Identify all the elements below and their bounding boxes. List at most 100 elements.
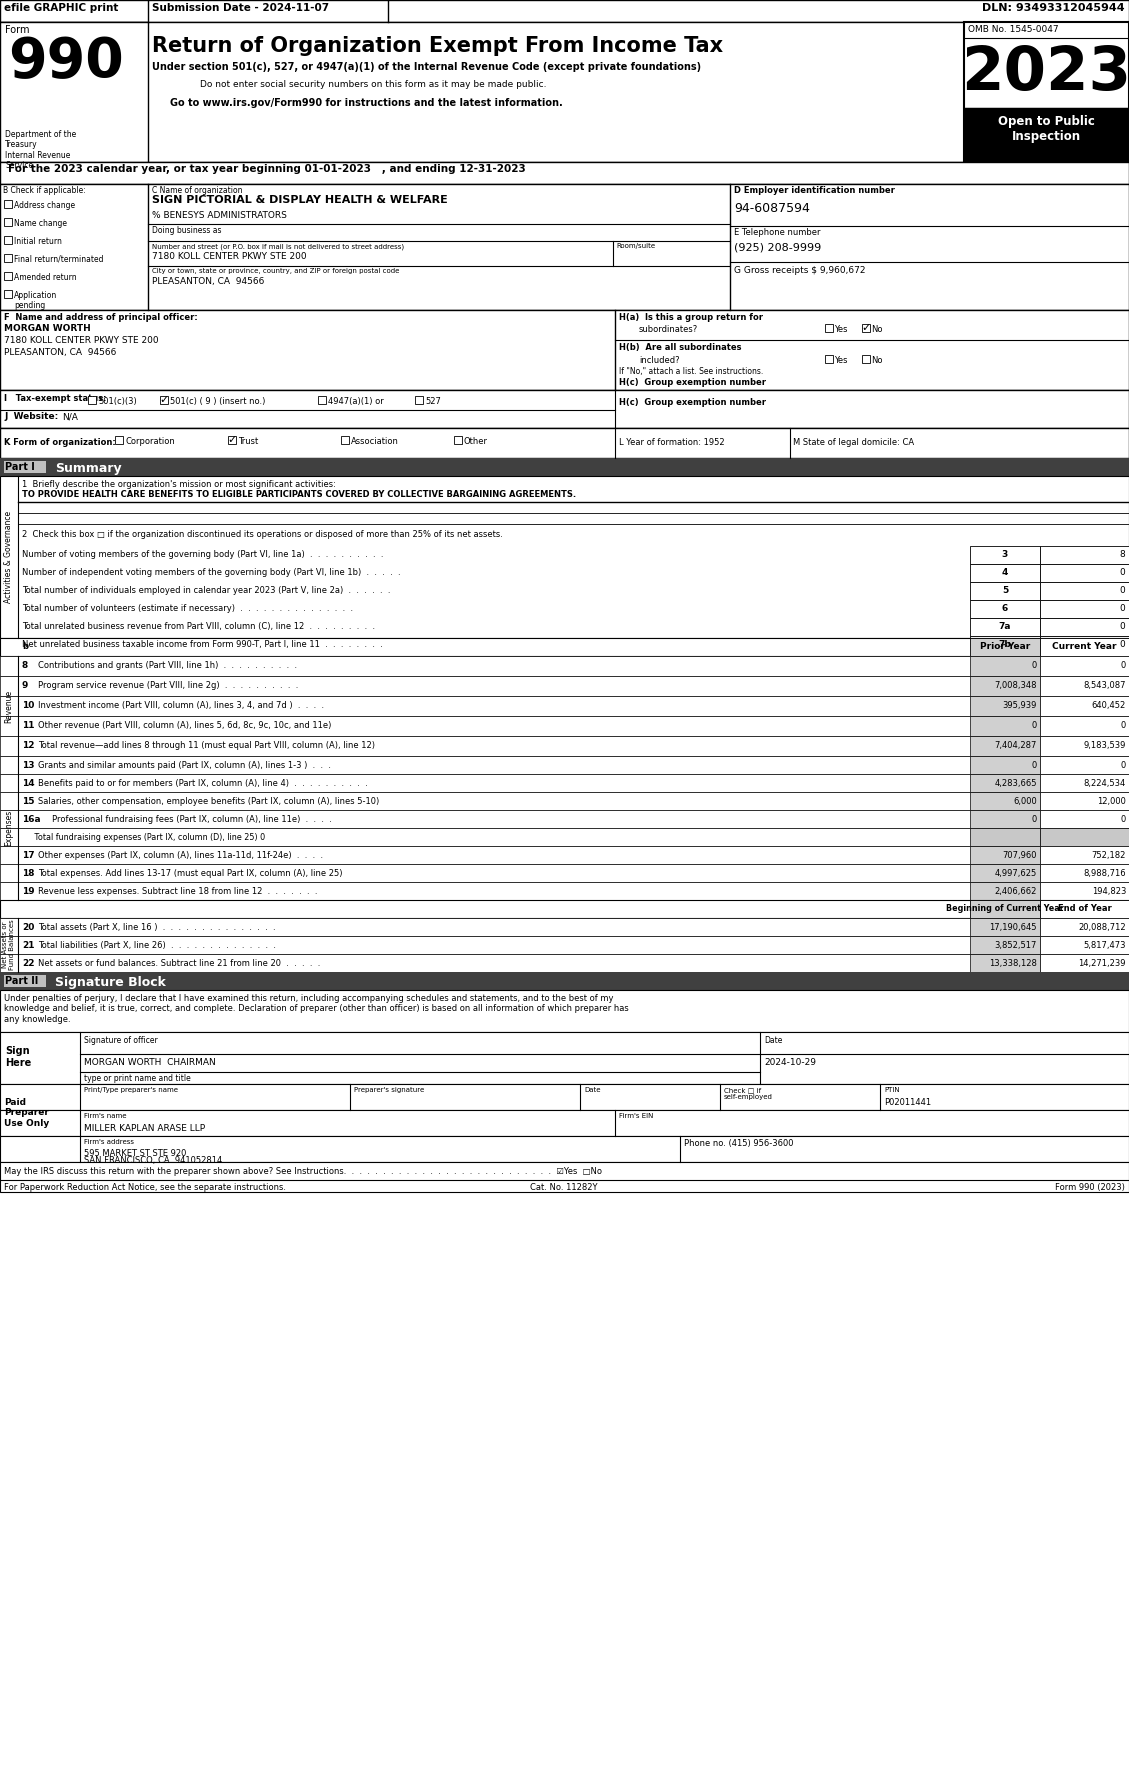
Text: Program service revenue (Part VIII, line 2g)  .  .  .  .  .  .  .  .  .  .: Program service revenue (Part VIII, line…	[38, 682, 298, 691]
Text: Number and street (or P.O. box if mail is not delivered to street address): Number and street (or P.O. box if mail i…	[152, 244, 404, 249]
Bar	[1040, 636, 1129, 653]
Text: G Gross receipts $ 9,960,672: G Gross receipts $ 9,960,672	[734, 267, 866, 275]
Text: 0: 0	[1121, 721, 1126, 729]
Text: PLEASANTON, CA  94566: PLEASANTON, CA 94566	[5, 348, 116, 357]
Text: 9: 9	[21, 682, 28, 691]
Text: subordinates?: subordinates?	[639, 325, 698, 334]
Bar	[970, 583, 1040, 600]
Text: Revenue less expenses. Subtract line 18 from line 12  .  .  .  .  .  .  .: Revenue less expenses. Subtract line 18 …	[38, 887, 317, 895]
Bar	[970, 864, 1040, 881]
Bar	[415, 396, 423, 404]
Text: 6,000: 6,000	[1013, 796, 1038, 805]
Text: Preparer's signature: Preparer's signature	[355, 1088, 425, 1093]
Bar	[1040, 600, 1129, 618]
Text: 501(c)(3): 501(c)(3)	[98, 397, 137, 406]
Text: 0: 0	[1121, 761, 1126, 770]
Text: MILLER KAPLAN ARASE LLP: MILLER KAPLAN ARASE LLP	[84, 1123, 205, 1134]
Text: 7180 KOLL CENTER PKWY STE 200: 7180 KOLL CENTER PKWY STE 200	[152, 253, 307, 261]
Text: Firm's EIN: Firm's EIN	[619, 1113, 654, 1120]
Bar	[1040, 546, 1129, 563]
Text: Association: Association	[351, 436, 399, 447]
Text: 752,182: 752,182	[1092, 851, 1126, 860]
Text: 17,190,645: 17,190,645	[989, 924, 1038, 932]
Text: ✓: ✓	[861, 323, 870, 334]
Text: Part I: Part I	[5, 463, 35, 472]
Bar	[0, 828, 1129, 846]
Bar	[88, 396, 96, 404]
Text: H(a)  Is this a group return for: H(a) Is this a group return for	[619, 313, 763, 321]
Text: 6: 6	[1001, 604, 1008, 613]
Text: Total liabilities (Part X, line 26)  .  .  .  .  .  .  .  .  .  .  .  .  .  .: Total liabilities (Part X, line 26) . . …	[38, 941, 275, 950]
Text: For the 2023 calendar year, or tax year beginning 01-01-2023   , and ending 12-3: For the 2023 calendar year, or tax year …	[8, 164, 526, 175]
Bar	[0, 427, 1129, 457]
Text: 17: 17	[21, 851, 35, 860]
Text: Beginning of Current Year: Beginning of Current Year	[946, 904, 1064, 913]
Text: 990: 990	[8, 35, 124, 88]
Bar	[970, 676, 1040, 696]
Bar	[0, 811, 1129, 828]
Text: 194,823: 194,823	[1092, 887, 1126, 895]
Text: Department of the
Treasury
Internal Revenue
Service: Department of the Treasury Internal Reve…	[5, 131, 77, 170]
Text: 0: 0	[1119, 622, 1124, 630]
Text: End of Year: End of Year	[1058, 904, 1111, 913]
Text: Summary: Summary	[55, 463, 122, 475]
Text: No: No	[870, 357, 883, 366]
Text: 7,404,287: 7,404,287	[995, 742, 1038, 751]
Bar	[0, 715, 1129, 736]
Text: Cat. No. 11282Y: Cat. No. 11282Y	[531, 1183, 597, 1192]
Bar	[970, 791, 1040, 811]
Text: If "No," attach a list. See instructions.: If "No," attach a list. See instructions…	[619, 367, 763, 376]
Text: 20: 20	[21, 924, 34, 932]
Text: P02011441: P02011441	[884, 1098, 931, 1107]
Text: 11: 11	[21, 721, 35, 729]
Text: Date: Date	[764, 1037, 782, 1045]
Bar	[341, 436, 349, 443]
Bar	[5, 290, 12, 298]
Text: Doing business as: Doing business as	[152, 226, 221, 235]
Text: Amended return: Amended return	[14, 274, 77, 283]
Text: Revenue: Revenue	[5, 689, 14, 722]
Text: TO PROVIDE HEALTH CARE BENEFITS TO ELIGIBLE PARTICIPANTS COVERED BY COLLECTIVE B: TO PROVIDE HEALTH CARE BENEFITS TO ELIGI…	[21, 489, 576, 500]
Bar	[970, 638, 1040, 655]
Text: Date: Date	[584, 1088, 601, 1093]
Bar	[0, 676, 1129, 696]
Text: Under section 501(c), 527, or 4947(a)(1) of the Internal Revenue Code (except pr: Under section 501(c), 527, or 4947(a)(1)…	[152, 62, 701, 72]
Text: Professional fundraising fees (Part IX, column (A), line 11e)  .  .  .  .: Professional fundraising fees (Part IX, …	[52, 814, 332, 825]
Text: 0: 0	[1121, 660, 1126, 669]
Text: included?: included?	[639, 357, 680, 366]
Text: Corporation: Corporation	[125, 436, 175, 447]
Text: Expenses: Expenses	[5, 811, 14, 846]
Text: 5,817,473: 5,817,473	[1084, 941, 1126, 950]
Text: Contributions and grants (Part VIII, line 1h)  .  .  .  .  .  .  .  .  .  .: Contributions and grants (Part VIII, lin…	[38, 660, 297, 669]
Text: 8,543,087: 8,543,087	[1084, 682, 1126, 691]
Text: 14: 14	[21, 779, 35, 788]
Text: Sign
Here: Sign Here	[5, 1045, 32, 1068]
Text: % BENESYS ADMINISTRATORS: % BENESYS ADMINISTRATORS	[152, 210, 287, 221]
Bar	[1040, 791, 1129, 811]
Text: DLN: 93493312045944: DLN: 93493312045944	[982, 4, 1124, 12]
Text: H(c)  Group exemption number: H(c) Group exemption number	[619, 378, 765, 387]
Bar	[0, 1031, 1129, 1084]
Text: City or town, state or province, country, and ZIP or foreign postal code: City or town, state or province, country…	[152, 268, 400, 274]
Text: (925) 208-9999: (925) 208-9999	[734, 242, 821, 253]
Text: 501(c) ( 9 ) (insert no.): 501(c) ( 9 ) (insert no.)	[170, 397, 265, 406]
Bar	[0, 756, 1129, 774]
Text: Other revenue (Part VIII, column (A), lines 5, 6d, 8c, 9c, 10c, and 11e): Other revenue (Part VIII, column (A), li…	[38, 721, 332, 729]
Text: Room/suite: Room/suite	[616, 244, 655, 249]
Text: 595 MARKET ST STE 920: 595 MARKET ST STE 920	[84, 1150, 186, 1158]
Text: 8,988,716: 8,988,716	[1084, 869, 1126, 878]
Bar	[1040, 936, 1129, 954]
Text: 0: 0	[1119, 639, 1124, 648]
Bar	[0, 1136, 1129, 1162]
Text: 12,000: 12,000	[1097, 796, 1126, 805]
Text: Grants and similar amounts paid (Part IX, column (A), lines 1-3 )  .  .  .: Grants and similar amounts paid (Part IX…	[38, 761, 331, 770]
Bar	[970, 918, 1040, 936]
Text: 8,224,534: 8,224,534	[1084, 779, 1126, 788]
Text: Return of Organization Exempt From Income Tax: Return of Organization Exempt From Incom…	[152, 35, 724, 57]
Bar	[115, 436, 123, 443]
Text: 0: 0	[1119, 604, 1124, 613]
Bar	[0, 736, 1129, 756]
Text: 0: 0	[1032, 660, 1038, 669]
Text: N/A: N/A	[62, 411, 78, 420]
Bar	[970, 655, 1040, 676]
